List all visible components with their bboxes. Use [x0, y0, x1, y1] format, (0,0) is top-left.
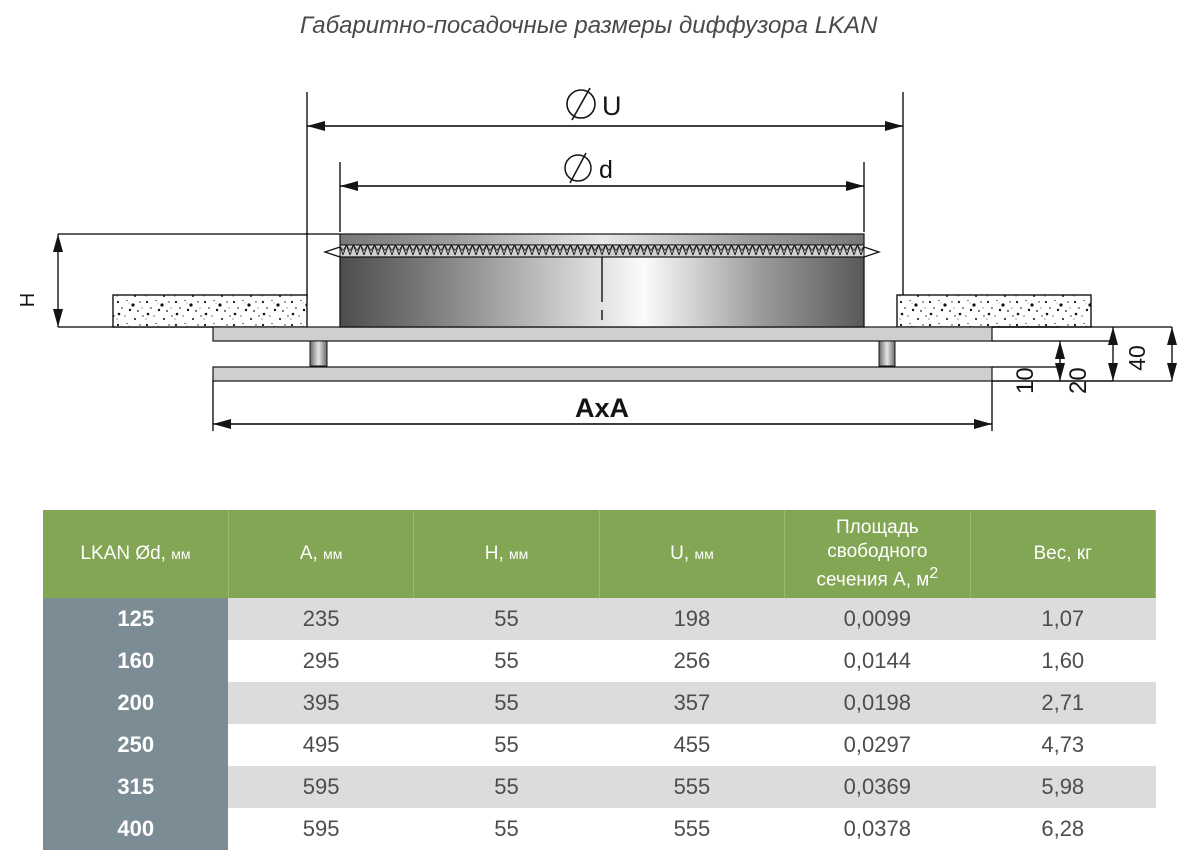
svg-text:AxA: AxA — [575, 393, 629, 423]
svg-text:40: 40 — [1124, 345, 1150, 371]
svg-text:H: H — [17, 293, 39, 307]
svg-text:d: d — [599, 156, 613, 184]
svg-text:U: U — [602, 91, 622, 121]
